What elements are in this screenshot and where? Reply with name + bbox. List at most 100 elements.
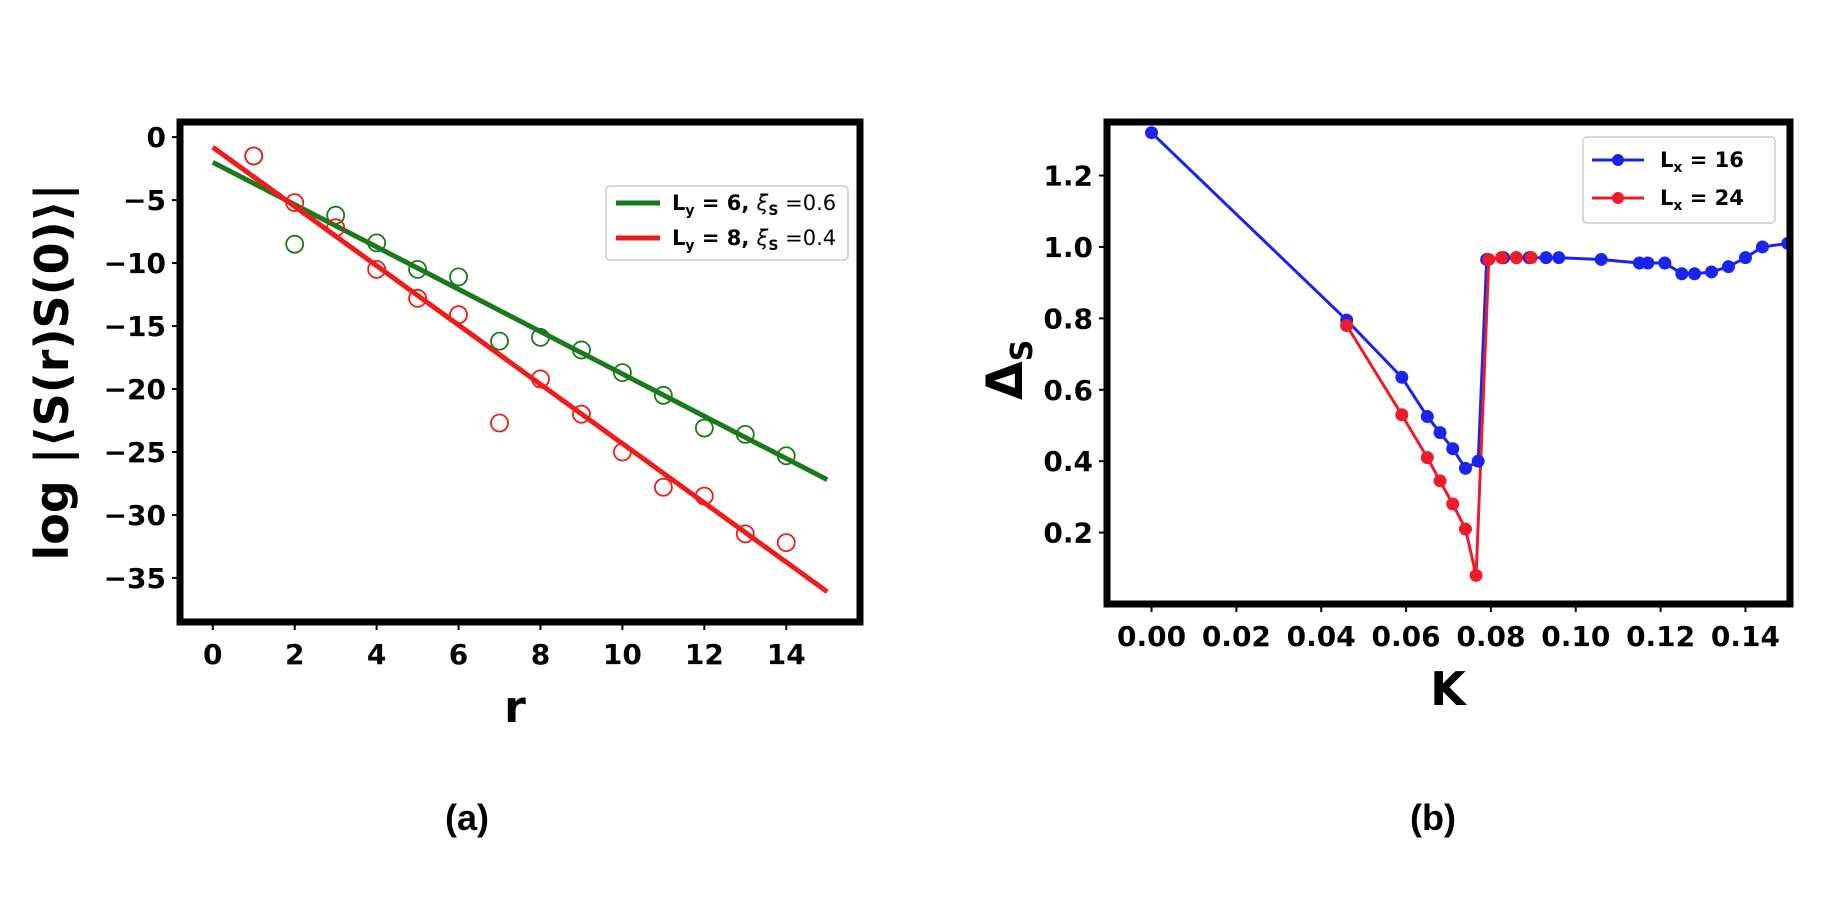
plot-frame-a xyxy=(176,118,864,626)
y-tick-label: 1.0 xyxy=(1043,231,1093,264)
y-tick-label: 0.6 xyxy=(1043,374,1093,407)
panel-label-b: (b) xyxy=(1410,797,1456,838)
data-point-series-0 xyxy=(326,205,346,225)
data-point-series-1 xyxy=(531,369,550,389)
data-point-series-0 xyxy=(613,363,632,383)
data-point-series-1 xyxy=(408,288,427,308)
x-tick-label: 0.00 xyxy=(1117,620,1186,653)
data-point-series-0 xyxy=(572,340,591,360)
y-tick-label: −10 xyxy=(104,247,166,280)
x-axis-label-a: r xyxy=(504,682,526,733)
legend-entry-b1: Lx = 24 xyxy=(1660,186,1744,214)
panel-b: 0.00 0.02 0.04 0.06 0.08 0.10 0.12 0.14 0.20.40… xyxy=(976,118,1794,838)
data-point-series-1 xyxy=(1395,408,1409,422)
panel-a: 0 2 4 6 8 10 12 14 0 −5 −10 −15 −20 −25 −30 −35 r log … xyxy=(25,118,864,838)
data-point-series-0 xyxy=(449,267,468,287)
y-tick-label: −35 xyxy=(104,562,166,595)
data-point-series-0 xyxy=(408,259,427,279)
data-point-series-1 xyxy=(1524,251,1538,265)
data-point-series-1 xyxy=(1446,497,1460,511)
y-tick-label: −20 xyxy=(104,373,166,406)
data-point-series-1 xyxy=(1482,252,1496,266)
data-point-series-0 xyxy=(1594,252,1608,266)
x-tick-label: 10 xyxy=(603,638,642,671)
data-point-series-1 xyxy=(1420,451,1434,465)
y-ticks-b: 0.2 0.4 0.6 0.8 1.0 1.2 xyxy=(1043,160,1107,550)
data-point-series-1 xyxy=(572,404,591,424)
data-point-series-0 xyxy=(367,233,387,253)
data-point-series-1 xyxy=(1469,568,1483,582)
data-point-series-0 xyxy=(653,385,673,405)
data-point-series-1 xyxy=(1433,474,1447,488)
data-point-series-1 xyxy=(1495,251,1509,265)
x-tick-label: 4 xyxy=(367,638,386,671)
data-point-series-0 xyxy=(285,234,305,254)
fit-line-series-1 xyxy=(211,145,829,594)
data-point-series-1 xyxy=(326,218,346,238)
x-tick-label: 12 xyxy=(685,638,724,671)
x-tick-label: 0.12 xyxy=(1626,620,1695,653)
data-point-series-1 xyxy=(490,413,509,433)
data-point-series-0 xyxy=(1721,260,1735,274)
data-point-series-0 xyxy=(490,331,509,351)
y-tick-label: −15 xyxy=(104,310,166,343)
data-point-series-1 xyxy=(449,305,468,325)
legend-a: Ly = 6, ξS =0.6 Ly = 8, ξS =0.4 xyxy=(605,185,849,261)
data-point-series-0 xyxy=(1755,240,1769,254)
y-tick-label: 0.4 xyxy=(1043,445,1093,478)
x-tick-label: 0.02 xyxy=(1202,620,1271,653)
plot-frame-b xyxy=(1103,118,1794,608)
data-point-series-0 xyxy=(735,424,755,444)
y-tick-label: −25 xyxy=(104,436,166,469)
legend-b: Lx = 16 Lx = 24 xyxy=(1582,136,1776,224)
y-ticks-a: 0 −5 −10 −15 −20 −25 −30 −35 xyxy=(104,121,180,595)
x-tick-label: 0.08 xyxy=(1456,620,1525,653)
y-tick-label: 0 xyxy=(147,121,166,154)
data-point-series-0 xyxy=(531,327,550,347)
data-point-series-0 xyxy=(694,418,714,438)
y-tick-label: −5 xyxy=(123,184,166,217)
data-point-series-1 xyxy=(285,193,305,213)
y-tick-label: −30 xyxy=(104,499,166,532)
data-point-series-0 xyxy=(1458,461,1472,475)
x-tick-label: 8 xyxy=(531,638,550,671)
y-axis-label-a: log |⟨S(r)S(0)⟩| xyxy=(25,183,80,560)
fit-line-series-0 xyxy=(211,160,829,482)
data-points-b xyxy=(1145,126,1790,582)
x-tick-label: 2 xyxy=(285,638,304,671)
data-point-series-0 xyxy=(1539,251,1553,265)
data-point-series-1 xyxy=(735,524,755,544)
y-tick-label: 1.2 xyxy=(1043,160,1093,193)
legend-box-a xyxy=(605,185,849,261)
data-point-series-1 xyxy=(244,146,264,166)
data-point-series-0 xyxy=(1658,256,1672,270)
data-point-series-1 xyxy=(776,533,796,553)
x-axis-label-b: K xyxy=(1430,662,1468,716)
x-tick-label: 0.14 xyxy=(1711,620,1780,653)
y-tick-label: 0.2 xyxy=(1043,517,1093,550)
data-point-series-0 xyxy=(1688,267,1702,281)
data-point-series-1 xyxy=(367,259,387,279)
data-point-series-0 xyxy=(1705,265,1719,279)
data-points-a xyxy=(244,146,796,553)
legend-marker-b0 xyxy=(1612,154,1624,166)
x-ticks-b: 0.00 0.02 0.04 0.06 0.08 0.10 0.12 0.14 xyxy=(1117,604,1780,653)
data-point-series-0 xyxy=(1145,126,1159,140)
data-point-series-1 xyxy=(694,486,714,506)
data-point-series-1 xyxy=(653,477,673,497)
fit-lines-a xyxy=(211,145,829,594)
data-point-series-1 xyxy=(1458,522,1472,536)
panel-label-a: (a) xyxy=(445,797,489,838)
data-point-series-0 xyxy=(1675,267,1689,281)
x-tick-label: 0.04 xyxy=(1287,620,1356,653)
x-tick-label: 6 xyxy=(449,638,468,671)
data-point-series-0 xyxy=(1446,442,1460,456)
legend-marker-b1 xyxy=(1612,192,1624,204)
data-point-series-0 xyxy=(1641,256,1655,270)
data-point-series-0 xyxy=(1395,370,1409,384)
x-ticks-a: 0 2 4 6 8 10 12 14 xyxy=(203,622,806,671)
legend-entry-a1: Ly = 8, ξS =0.4 xyxy=(672,226,836,254)
y-tick-label: 0.8 xyxy=(1043,302,1093,335)
x-tick-label: 0.06 xyxy=(1372,620,1441,653)
